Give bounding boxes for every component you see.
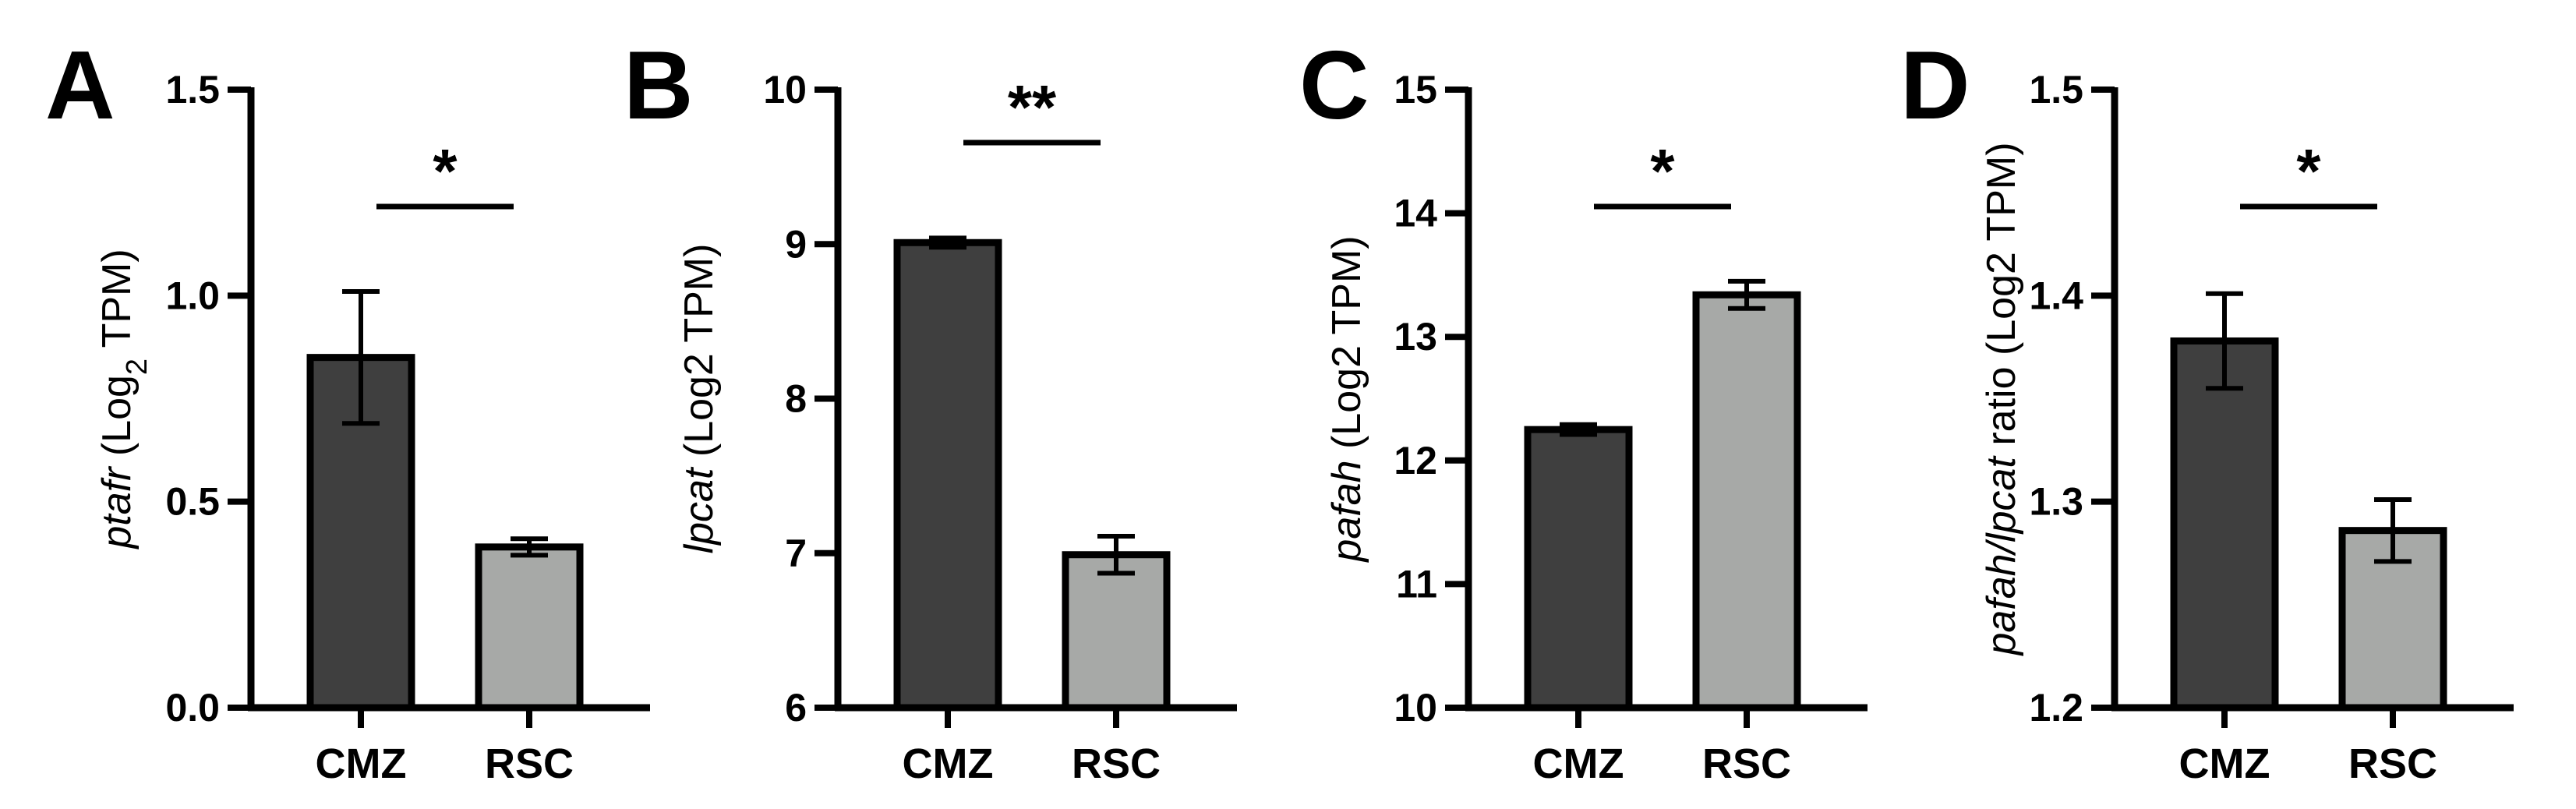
panel-label: D: [1900, 32, 1970, 140]
category-label: RSC: [1702, 740, 1791, 787]
panel-c: C 10 11 12 13 14 15 pafah (Log2 TPM) CMZ RSC *: [1299, 32, 1868, 787]
bar-rsc: [1692, 291, 1801, 712]
y-tick-label: 7: [785, 532, 807, 575]
y-axis-title-part: ptafr: [94, 465, 140, 550]
y-axis-title-part: ratio (Log2 TPM): [1979, 142, 2024, 457]
y-axis-title: pafah (Log2 TPM): [1324, 235, 1369, 563]
y-axis-title-part: 2: [121, 359, 154, 375]
y-tick-label: 0.5: [165, 480, 220, 524]
y-tick-label: 9: [785, 222, 807, 266]
category-label: RSC: [1072, 740, 1161, 787]
y-tick-label: 11: [1396, 562, 1437, 606]
y-tick-label: 14: [1394, 192, 1437, 235]
significance-marker: *: [2296, 136, 2321, 206]
y-axis-title-part: TPM): [94, 249, 140, 359]
category-label: CMZ: [2179, 740, 2270, 787]
panel-label: C: [1299, 32, 1369, 140]
significance-marker: *: [1650, 136, 1675, 206]
y-axis-title-part: pafah: [1324, 460, 1369, 563]
y-axis-title-part: (Log2 TPM): [1324, 235, 1369, 460]
category-label: RSC: [2348, 740, 2437, 787]
y-tick-label: 1.5: [165, 68, 220, 111]
panel-a: A 0.0 0.5 1.0 1.5 ptafr (Log2 TPM) CMZ RSC *: [45, 32, 650, 787]
bar-rsc: [475, 543, 584, 712]
y-axis-title-part: pafah/lpcat: [1979, 455, 2024, 657]
y-tick-label: 10: [763, 68, 807, 111]
y-tick-label: 1.5: [2029, 68, 2083, 111]
panel-b: B 6 7 8 9 10 lpcat (Log2 TPM) CMZ RSC **: [624, 32, 1237, 787]
y-tick-label: 1.3: [2029, 480, 2083, 524]
y-tick-label: 1.0: [165, 274, 220, 317]
y-tick-label: 1.4: [2029, 274, 2083, 317]
category-label: CMZ: [903, 740, 994, 787]
y-axis-title-part: (Log2 TPM): [677, 244, 722, 468]
category-label: RSC: [485, 740, 574, 787]
category-label: CMZ: [1533, 740, 1624, 787]
y-tick-label: 10: [1394, 686, 1437, 730]
bar-rsc: [1062, 551, 1171, 712]
y-tick-label: 6: [785, 686, 807, 730]
y-tick-label: 1.2: [2029, 686, 2083, 730]
bar-cmz: [1524, 426, 1633, 712]
y-tick-label: 13: [1394, 315, 1437, 359]
significance-marker: **: [1008, 72, 1057, 142]
panel-label: A: [45, 32, 115, 140]
y-tick-label: 15: [1394, 68, 1437, 111]
y-axis-title-part: (Log: [94, 375, 140, 468]
y-axis-title: ptafr (Log2 TPM): [94, 249, 154, 549]
y-axis-title: pafah/lpcat ratio (Log2 TPM): [1979, 142, 2024, 656]
y-tick-label: 8: [785, 377, 807, 421]
bar-cmz: [893, 238, 1002, 712]
bar-cmz: [2170, 337, 2279, 712]
y-axis-title: lpcat (Log2 TPM): [677, 244, 722, 554]
significance-marker: *: [433, 136, 458, 206]
panel-label: B: [624, 32, 694, 140]
y-tick-label: 0.0: [165, 686, 220, 730]
y-tick-label: 12: [1394, 439, 1437, 482]
category-label: CMZ: [316, 740, 407, 787]
y-axis-title-part: lpcat: [677, 466, 722, 553]
